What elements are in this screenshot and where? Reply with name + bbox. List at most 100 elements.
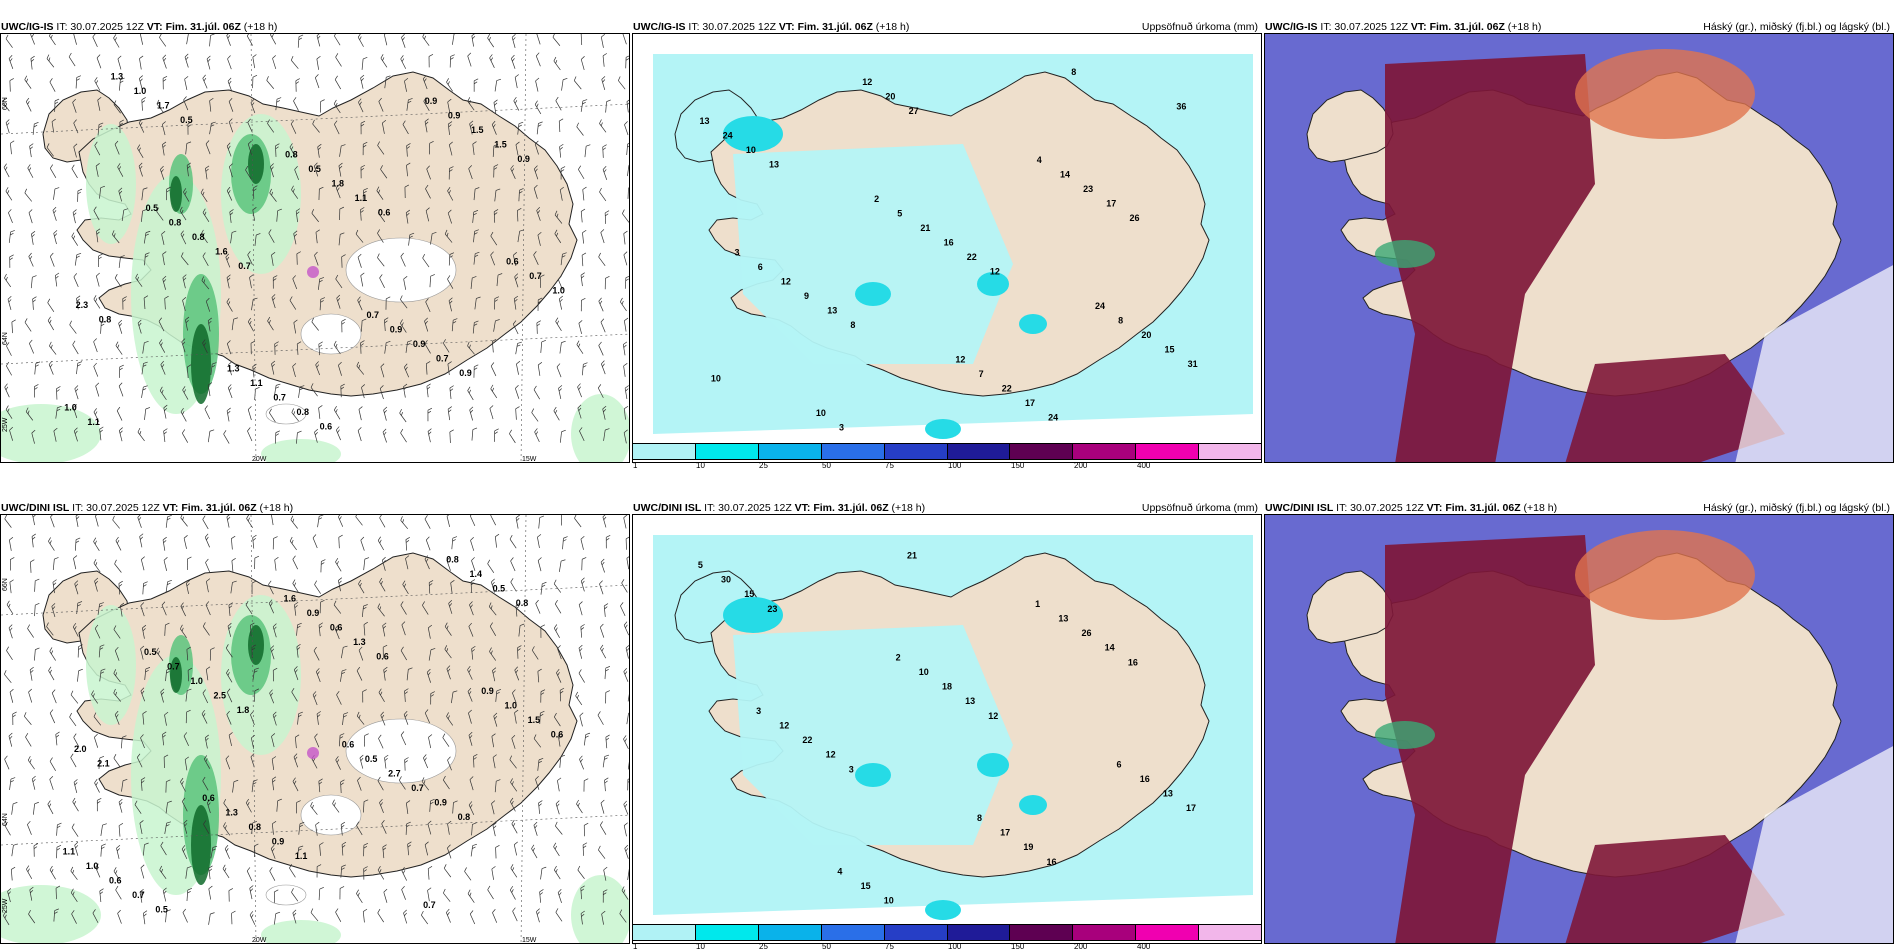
panel-top-right: UWC/IG-IS IT: 30.07.2025 12Z VT: Fim. 31… [1264,0,1894,463]
colorbar-swatch [1136,444,1199,459]
value-label: 0.6 [551,730,564,740]
model-name: UWC/IG-IS [1,21,54,33]
precip-max [925,900,961,920]
colorbar-tick: 1 [633,461,637,470]
value-label: 0.8 [516,598,529,608]
lead-time: (+18 h) [892,502,926,514]
value-label: 0.9 [390,324,403,334]
value-label: 10 [816,408,826,418]
colorbar-tick: 75 [885,461,894,470]
value-label: 1.0 [190,676,203,686]
value-label: 2.3 [76,300,89,310]
value-label: 19 [1023,842,1033,852]
value-label: 24 [1095,301,1105,311]
lead-time: (+18 h) [1524,502,1558,514]
value-label: 1.4 [469,569,482,579]
precip-area [248,625,264,665]
value-label: 1.1 [355,193,368,203]
model-name: UWC/IG-IS [1265,21,1318,33]
precip-area [191,324,211,404]
value-label: 12 [990,267,1000,277]
precip-max [977,753,1009,777]
value-label: 2.0 [74,744,87,754]
value-label: 1.1 [87,417,100,427]
value-label: 22 [967,252,977,262]
value-label: 13 [1163,789,1173,799]
value-label: 0.9 [272,837,285,847]
colorbar-swatch [696,444,759,459]
value-label: 10 [711,374,721,384]
field-title: Háský (gr.), miðský (fj.bl.) og lágský (… [1703,502,1890,514]
value-label: 0.9 [307,608,320,618]
valid-time: Fim. 31.júl. 06Z [813,502,888,514]
value-label: 12 [988,711,998,721]
colorbar-tick: 100 [948,461,961,470]
value-label: 0.7 [238,261,251,271]
value-label: 17 [1186,803,1196,813]
value-label: 22 [1002,383,1012,393]
value-label: 1.0 [134,86,147,96]
colorbar-tick: 50 [822,461,831,470]
panel-bottom-right: UWC/DINI ISL IT: 30.07.2025 12Z VT: Fim.… [1264,481,1894,944]
valid-time: Fim. 31.júl. 06Z [798,21,873,33]
colorbar-tick: 400 [1137,461,1150,470]
value-label: 0.9 [517,154,530,164]
value-label: 0.9 [425,96,438,106]
value-label: 1.1 [250,378,263,388]
value-label: 0.5 [308,164,321,174]
precip-area [191,805,211,885]
value-label: 13 [700,116,710,126]
colorbar-swatch [1136,925,1199,940]
field-title: Uppsöfnuð úrkoma (mm) [1142,502,1258,514]
colorbar-swatch [633,925,696,940]
precip-max [723,597,783,633]
value-label: 12 [955,354,965,364]
value-label: 26 [1129,213,1139,223]
colorbar-swatch [1010,925,1073,940]
value-label: 23 [1083,184,1093,194]
value-label: 0.8 [99,315,112,325]
value-label: 3 [839,422,844,432]
value-label: 27 [909,106,919,116]
valid-time: Fim. 31.júl. 06Z [166,21,241,33]
precip-area [86,124,136,244]
vt-label: VT: [147,21,163,33]
value-label: 0.5 [180,115,193,125]
value-label: 21 [907,550,917,560]
value-label: 2 [874,194,879,204]
value-label: 0.7 [167,662,180,672]
value-label: 1.8 [332,178,345,188]
panel-title: UWC/IG-IS IT: 30.07.2025 12Z VT: Fim. 31… [1265,21,1541,33]
value-label: 12 [781,276,791,286]
value-label: 26 [1082,628,1092,638]
value-label: 1.1 [295,851,308,861]
init-time: IT: 30.07.2025 12Z [72,502,160,514]
value-label: 1 [1035,599,1040,609]
value-label: 8 [977,813,982,823]
value-label: 1.0 [504,701,517,711]
value-label: 3 [735,247,740,257]
value-label: 15 [1164,345,1174,355]
colorbar-swatch [759,925,822,940]
value-label: 0.5 [146,203,159,213]
value-label: 0.6 [506,256,519,266]
value-label: 4 [837,867,842,877]
map-frame [1264,33,1894,463]
value-label: 12 [826,750,836,760]
precip-max [855,282,891,306]
value-label: 13 [827,306,837,316]
value-label: 6 [758,262,763,272]
value-label: 0.9 [459,368,472,378]
panel-title: UWC/DINI ISL IT: 30.07.2025 12Z VT: Fim.… [633,502,925,514]
value-label: 0.6 [202,793,215,803]
value-label: 6 [1117,760,1122,770]
valid-time: Fim. 31.júl. 06Z [181,502,256,514]
lon-label: 15W [522,456,536,463]
value-label: 0.9 [434,798,447,808]
value-label: 0.7 [436,353,449,363]
value-label: 1.1 [63,846,76,856]
precip-max [925,419,961,439]
value-label: 0.8 [446,555,459,565]
